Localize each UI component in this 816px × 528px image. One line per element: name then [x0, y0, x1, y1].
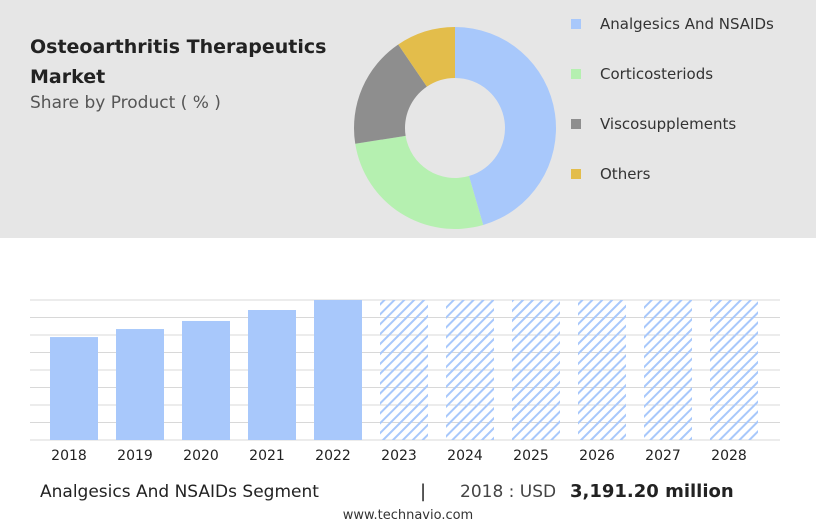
x-tick-label: 2028 [711, 448, 747, 464]
donut-slice [455, 27, 556, 225]
bar [116, 329, 164, 440]
separator: | [420, 481, 427, 502]
forecast-placeholder [512, 300, 560, 440]
legend-marker [571, 69, 581, 79]
legend-label: Analgesics And NSAIDs [600, 15, 774, 33]
x-tick-label: 2023 [381, 448, 417, 464]
forecast-placeholder [578, 300, 626, 440]
bar [50, 337, 98, 440]
x-tick-label: 2025 [513, 448, 549, 464]
x-tick-label: 2026 [579, 448, 615, 464]
forecast-placeholder [380, 300, 428, 440]
source: www.technavio.com [342, 508, 474, 523]
value-label: 3,191.20 million [570, 481, 734, 502]
bar [248, 310, 296, 440]
forecast-placeholder [446, 300, 494, 440]
legend-marker [571, 119, 581, 129]
donut-slice [353, 44, 427, 144]
bar [182, 320, 230, 440]
donut-slice [398, 27, 455, 87]
x-tick-label: 2021 [249, 448, 285, 464]
donut-slice [355, 135, 484, 230]
legend-marker [571, 169, 581, 179]
chart-subtitle: Share by Product ( % ) [30, 93, 221, 113]
x-tick-label: 2018 [51, 448, 87, 464]
x-tick-label: 2019 [117, 448, 153, 464]
segment-label: Analgesics And NSAIDs Segment [40, 482, 319, 502]
x-tick-label: 2027 [645, 448, 681, 464]
forecast-placeholder [644, 300, 692, 440]
legend-label: Corticosteriods [600, 65, 713, 83]
chart-title: Osteoarthritis Therapeutics Market [30, 36, 327, 88]
x-tick-label: 2024 [447, 448, 483, 464]
bar [314, 300, 362, 440]
legend-label: Viscosupplements [600, 115, 736, 133]
year-label: 2018 : USD [460, 482, 557, 502]
legend-label: Others [600, 165, 651, 183]
legend-marker [571, 19, 581, 29]
forecast-placeholder [710, 300, 758, 440]
x-tick-label: 2020 [183, 448, 219, 464]
x-tick-label: 2022 [315, 448, 351, 464]
